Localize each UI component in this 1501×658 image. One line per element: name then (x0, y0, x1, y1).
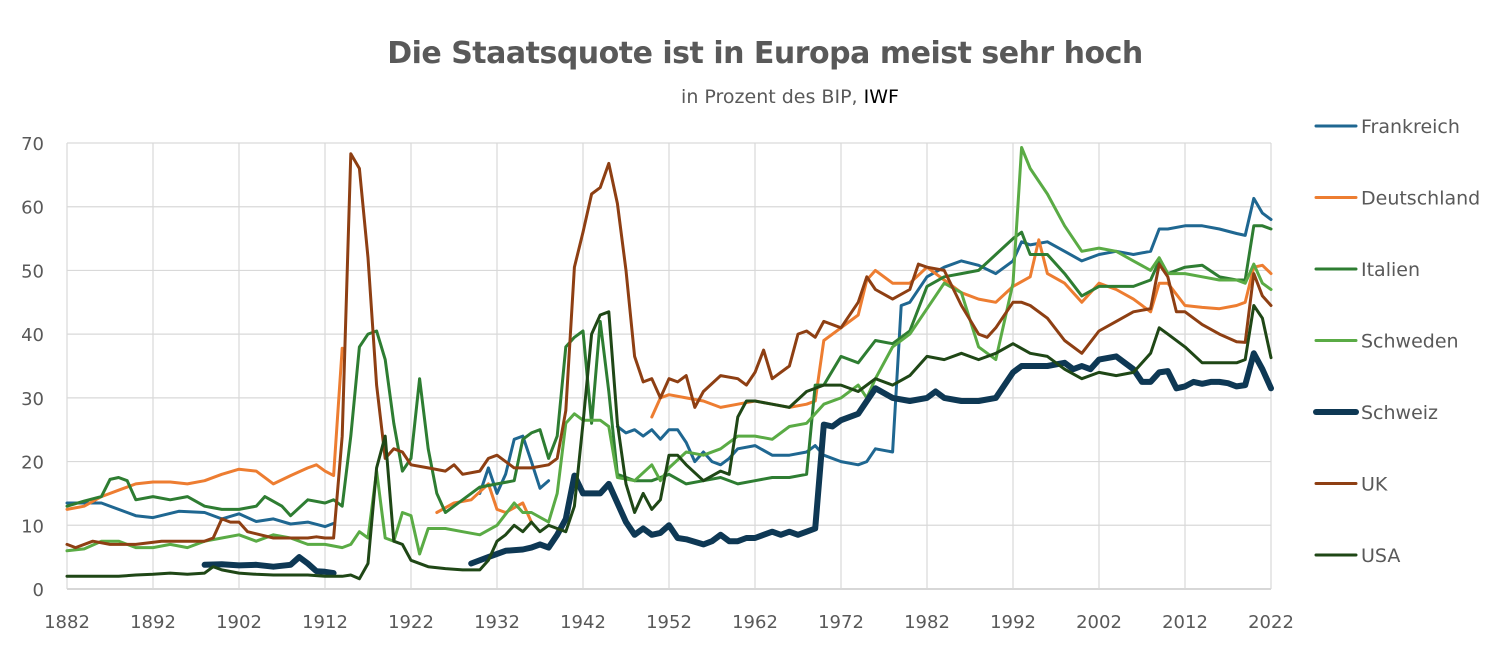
legend-label: Italien (1361, 259, 1420, 281)
x-tick-label: 2012 (1162, 612, 1208, 633)
legend: Frankreich Deutschland Italien Schweden Schw… (1313, 116, 1480, 567)
legend-label: Frankreich (1361, 116, 1460, 138)
x-tick-label: 2002 (1076, 612, 1122, 633)
series-line-schweiz (201, 554, 337, 577)
y-tick-label: 70 (21, 134, 44, 155)
x-tick-label: 1942 (560, 612, 606, 633)
legend-label: Schweden (1361, 331, 1459, 353)
subtitle-source: IWF (863, 86, 899, 108)
y-tick-label: 50 (21, 261, 44, 282)
x-tick-label: 1912 (302, 612, 348, 633)
y-tick-label: 20 (21, 453, 44, 474)
x-tick-label: 1952 (646, 612, 692, 633)
series-line-deutschland (435, 482, 533, 524)
series-line-uk (65, 152, 1273, 550)
series-line-schweden (65, 146, 1273, 556)
x-tick-label: 1882 (44, 612, 90, 633)
series-line-usa (65, 304, 1273, 581)
y-tick-label: 40 (21, 325, 44, 346)
x-tick-label: 1972 (818, 612, 864, 633)
legend-label: Deutschland (1361, 188, 1480, 210)
y-tick-label: 0 (33, 580, 44, 601)
grid (66, 142, 1272, 590)
y-tick-label: 30 (21, 389, 44, 410)
x-tick-label: 1992 (990, 612, 1036, 633)
series-line-frankreich (478, 434, 551, 495)
chart-subtitle: in Prozent des BIP, IWF (0, 86, 1501, 108)
chart-title: Die Staatsquote ist in Europa meist sehr… (387, 36, 1143, 71)
legend-label: UK (1361, 474, 1388, 496)
x-tick-label: 1902 (216, 612, 262, 633)
series-line-frankreich (615, 196, 1273, 467)
x-tick-label: 1922 (388, 612, 434, 633)
series-lines (65, 146, 1274, 581)
x-tick-label: 1962 (732, 612, 778, 633)
y-tick-label: 60 (21, 198, 44, 219)
x-tick-label: 2022 (1248, 612, 1294, 633)
x-tick-label: 1892 (130, 612, 176, 633)
series-line-schweiz (468, 350, 1274, 567)
series-line-italien (65, 224, 1273, 518)
legend-label: Schweiz (1361, 402, 1438, 424)
legend-label: USA (1361, 545, 1400, 567)
y-tick-label: 10 (21, 516, 44, 537)
subtitle-text: in Prozent des BIP, (681, 86, 858, 108)
series-line-frankreich (65, 501, 336, 529)
x-tick-label: 1982 (904, 612, 950, 633)
axis-labels: 0 10 20 30 40 50 60 70 1882 1892 1902 1912 1922 1932 1… (21, 134, 1294, 633)
x-tick-label: 1932 (474, 612, 520, 633)
series-line-deutschland (65, 346, 344, 511)
